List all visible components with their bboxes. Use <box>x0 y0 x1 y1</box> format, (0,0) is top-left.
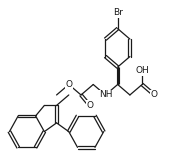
Text: O: O <box>86 101 93 110</box>
Text: OH: OH <box>135 66 149 75</box>
Text: O: O <box>151 90 158 99</box>
Text: O: O <box>65 80 72 89</box>
Text: Br: Br <box>113 8 123 17</box>
Text: NH: NH <box>99 90 112 99</box>
